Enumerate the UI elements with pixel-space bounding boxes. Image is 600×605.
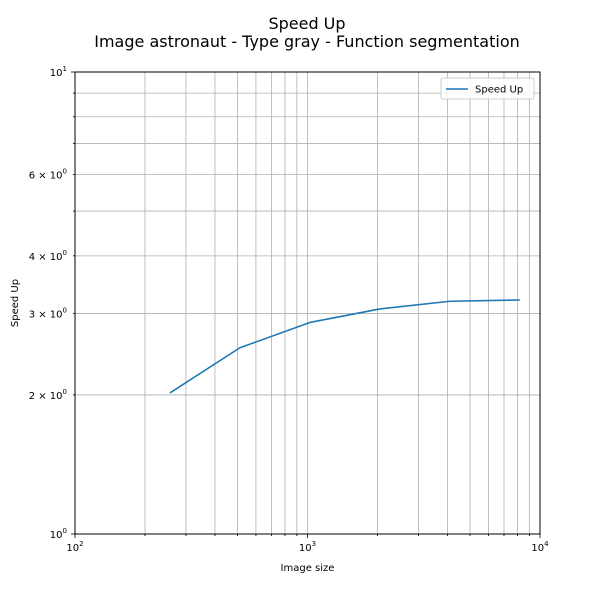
grid-lines [74, 71, 541, 535]
x-tick-label: 103 [299, 540, 316, 554]
y-axis-ticks: 100 2 × 100 3 × 100 4 × 100 6 × 100 101 [29, 65, 75, 541]
chart-title: Speed Up [268, 14, 346, 33]
y-tick-label: 4 × 100 [29, 249, 67, 263]
legend-box [440, 77, 535, 100]
y-tick-label: 2 × 100 [29, 388, 67, 402]
legend: Speed Up [440, 77, 535, 100]
legend-label: Speed Up [475, 85, 523, 96]
chart-subtitle: Image astronaut - Type gray - Function s… [94, 32, 520, 51]
x-tick-label: 102 [66, 540, 83, 554]
y-axis-label: Speed Up [10, 279, 21, 327]
y-tick-label: 100 [50, 527, 67, 541]
x-axis-ticks: 102 103 104 [66, 534, 549, 554]
x-tick-label: 104 [531, 540, 549, 554]
y-tick-label: 101 [50, 65, 67, 79]
y-tick-label: 6 × 100 [29, 167, 67, 181]
x-axis-label: Image size [281, 563, 335, 574]
y-tick-label: 3 × 100 [29, 307, 67, 321]
series-line-0 [169, 299, 520, 394]
